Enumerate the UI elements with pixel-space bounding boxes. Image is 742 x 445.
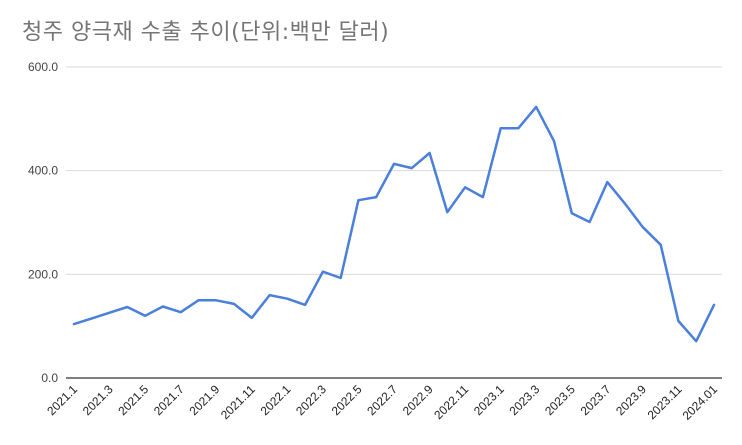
x-tick-label: 2022.3 [293,382,329,418]
y-tick-label: 0.0 [41,371,58,385]
x-tick-label: 2023.1 [471,382,507,418]
x-tick-label: 2023.3 [506,382,542,418]
data-line [72,105,716,343]
x-tick-label: 2021.3 [80,382,116,418]
x-tick-label: 2021.7 [151,382,187,418]
x-tick-label: 2022.1 [258,382,294,418]
x-tick-label: 2022.7 [364,382,400,418]
y-tick-label: 400.0 [28,164,58,178]
y-tick-label: 600.0 [28,60,58,74]
x-tick-label: 2023.7 [578,382,614,418]
x-tick-label: 2021.1 [44,382,80,418]
y-tick-label: 200.0 [28,267,58,281]
x-tick-label: 2023.5 [542,382,578,418]
y-axis-ticks: 0.0 200.0 400.0 600.0 [28,60,58,385]
x-tick-label: 2022.11 [431,382,471,422]
x-tick-label: 2021.11 [218,382,258,422]
x-tick-label: 2022.5 [329,382,365,418]
x-tick-label: 2024.01 [680,382,721,423]
x-tick-label: 2023.11 [645,382,685,422]
x-tick-label: 2021.5 [115,382,151,418]
chart-title: 청주 양극재 수출 추이(단위:백만 달러) [22,20,390,45]
gridlines [66,66,722,379]
